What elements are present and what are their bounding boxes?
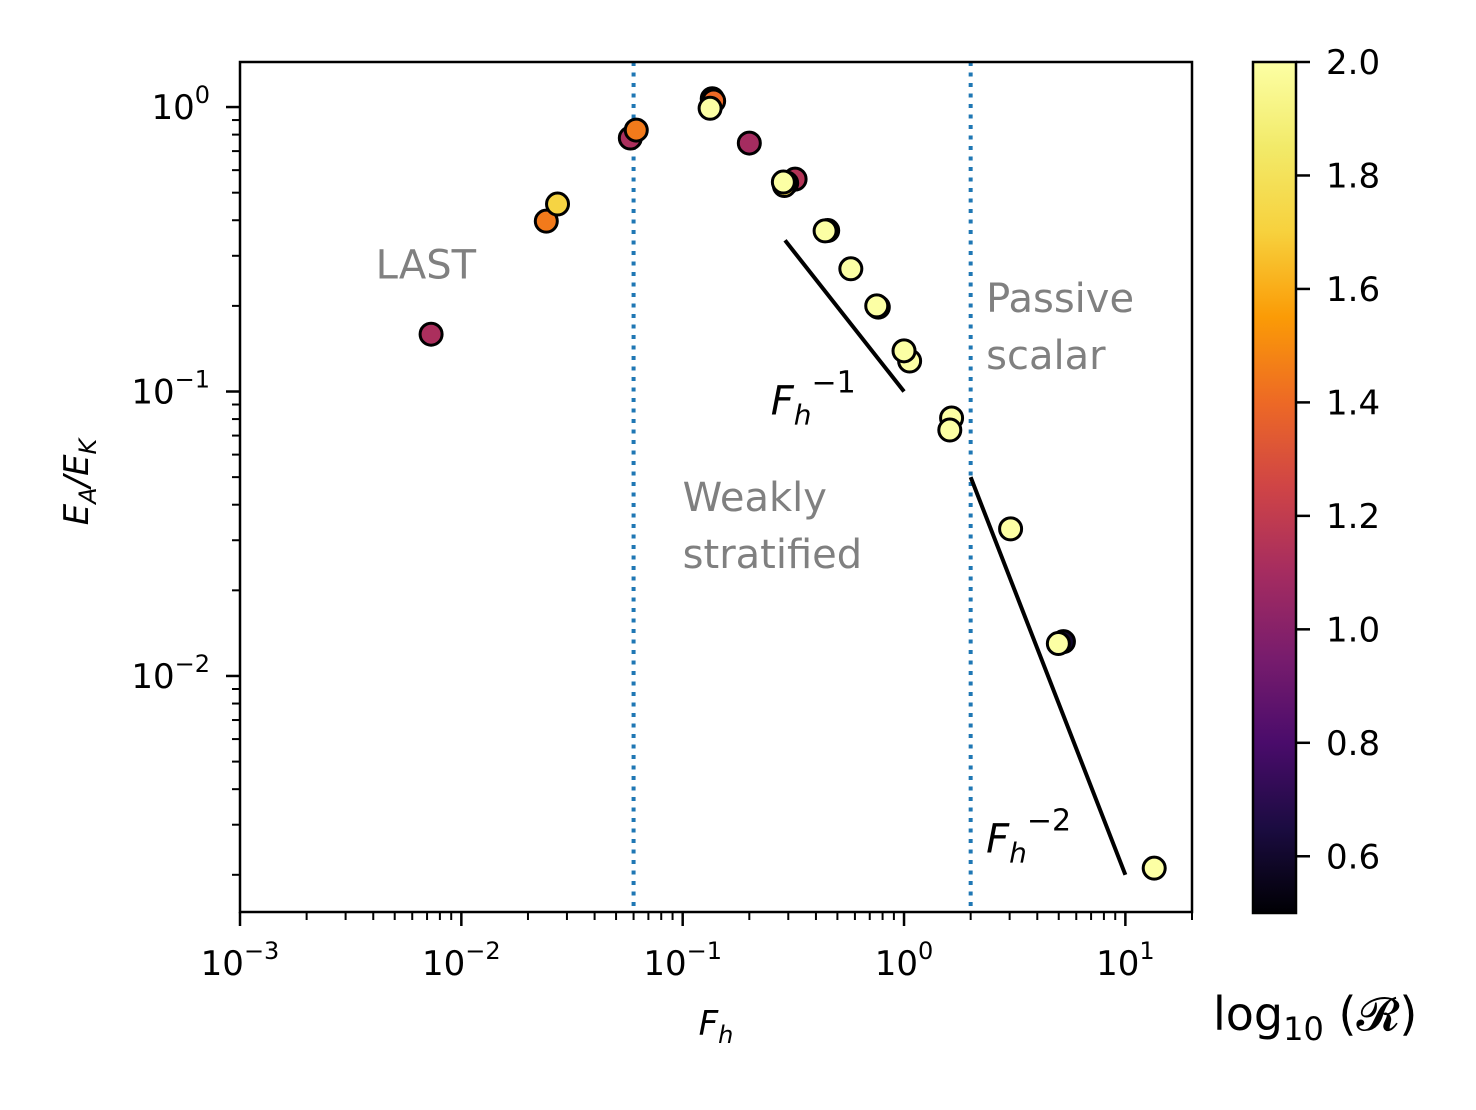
data-point [418,321,444,347]
colorbar: 0.6 0.8 1.0 1.2 1.4 1.6 1.8 2.0 log10 (𝓡) [1213,43,1417,1048]
reference-line-2 [968,476,1128,876]
colorbar-gradient [1251,60,1298,915]
data-point [1045,631,1071,657]
plot-background [240,62,1192,912]
axes-frame [238,60,1194,914]
data-points [418,86,1167,881]
plot-area [240,62,1192,912]
x-axis-label: Fh [699,1004,734,1049]
colorbar-tick-label: 2.0 [1326,43,1380,83]
annotation-passive-scalar: Passive scalar [986,276,1134,379]
x-tick-label: 10−1 [643,937,722,984]
y-tick-label: 100 [151,81,210,128]
annotation-last: LAST [376,242,477,288]
reference-line-label-1: Fh−1 [771,366,856,432]
data-point [770,169,796,195]
y-tick-label: 10−1 [131,366,210,413]
x-tick-label: 10−2 [422,937,501,984]
data-point [533,208,559,234]
data-point [891,338,917,364]
data-point [623,117,649,143]
data-point [838,256,864,282]
annotation-weakly-stratified: Weakly stratified [683,475,862,578]
y-axis-label: EA/EK [57,436,102,525]
data-point [1141,855,1167,881]
colorbar-label: log10 (𝓡) [1213,987,1417,1048]
y-tick-label: 10−2 [131,650,210,697]
data-point [812,218,838,244]
colorbar-tick-label: 0.8 [1326,724,1380,764]
data-point [998,516,1024,542]
data-point [545,191,571,217]
x-tick-label: 100 [875,937,934,984]
reference-line-label-2: Fh−2 [986,803,1071,869]
axes: 10−3 10−2 10−1 100 101 100 10−1 10−2 Fh EA/EK [57,60,1194,1049]
colorbar-tick-label: 1.4 [1326,383,1380,423]
reference-lines: Fh−1 Fh−2 [771,239,1128,876]
data-point [697,95,723,121]
data-point [937,417,963,443]
reference-line-1 [783,239,906,393]
data-point [736,130,762,156]
annotations: LAST Weakly stratified Passive scalar [376,242,1134,578]
x-tick-label: 10−3 [201,937,280,984]
colorbar-tick-label: 0.6 [1326,837,1380,877]
x-tick-label: 101 [1096,937,1155,984]
colorbar-tick-label: 1.0 [1326,610,1380,650]
colorbar-tick-label: 1.2 [1326,497,1380,537]
data-point [864,293,890,319]
colorbar-tick-label: 1.6 [1326,270,1380,310]
colorbar-tick-label: 1.8 [1326,156,1380,196]
